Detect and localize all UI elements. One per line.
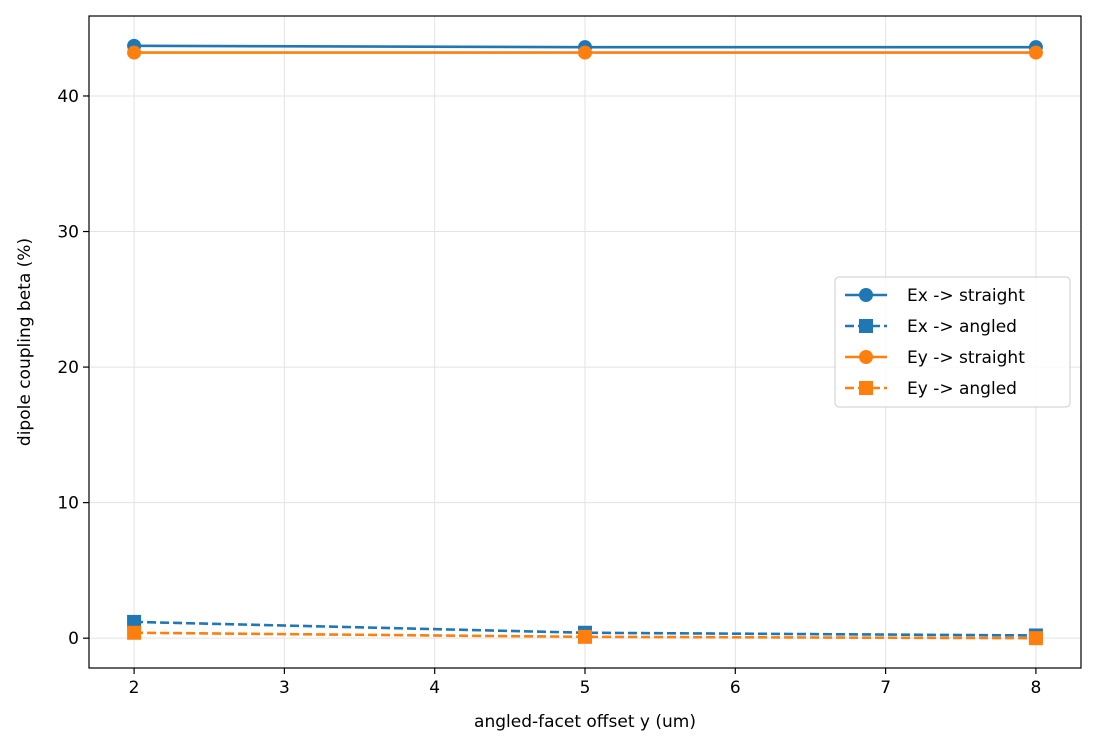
legend-box <box>834 276 1071 408</box>
legend-label: Ex -> straight <box>907 286 1025 306</box>
series-line <box>134 620 1036 637</box>
legend-marker <box>859 319 873 333</box>
x-tick-label: 6 <box>730 678 741 698</box>
y-tick-label: 30 <box>57 223 79 243</box>
x-tick-label: 8 <box>1030 678 1041 698</box>
series-ey-straight <box>127 45 1043 60</box>
legend: Ex -> straight Ex -> angled Ey -> straight… <box>834 276 1071 408</box>
data-point <box>127 45 142 60</box>
data-point <box>1028 45 1043 60</box>
x-tick-label: 3 <box>279 678 290 698</box>
x-tick-label: 2 <box>129 678 140 698</box>
axis-ticks: 2 3 4 5 6 7 8 0 10 20 30 40 <box>57 87 1041 698</box>
data-point <box>578 629 592 644</box>
legend-marker <box>859 381 873 395</box>
x-tick-label: 7 <box>880 678 891 698</box>
y-tick-label: 0 <box>68 629 79 649</box>
y-tick-label: 20 <box>57 358 79 378</box>
data-point <box>1028 631 1043 646</box>
legend-entry: Ex -> straight <box>845 286 1025 306</box>
series-layer <box>127 38 1043 646</box>
legend-entry: Ex -> angled <box>845 317 1017 337</box>
y-tick-label: 40 <box>57 87 79 107</box>
legend-entry: Ey -> angled <box>845 379 1017 399</box>
data-point <box>127 614 142 629</box>
legend-label: Ey -> angled <box>907 379 1017 399</box>
y-axis-label: dipole coupling beta (%) <box>15 238 35 446</box>
legend-entry: Ey -> straight <box>845 348 1025 368</box>
data-point <box>127 625 142 640</box>
x-tick-label: 5 <box>580 678 591 698</box>
legend-marker <box>859 288 873 302</box>
x-tick-label: 4 <box>429 678 440 698</box>
legend-label: Ex -> angled <box>907 317 1017 337</box>
legend-marker <box>859 350 873 364</box>
data-point <box>578 45 592 60</box>
y-tick-label: 10 <box>57 494 79 514</box>
x-axis-label: angled-facet offset y (um) <box>474 712 696 732</box>
series-ey-angled <box>127 625 1043 646</box>
legend-label: Ey -> straight <box>907 348 1025 368</box>
